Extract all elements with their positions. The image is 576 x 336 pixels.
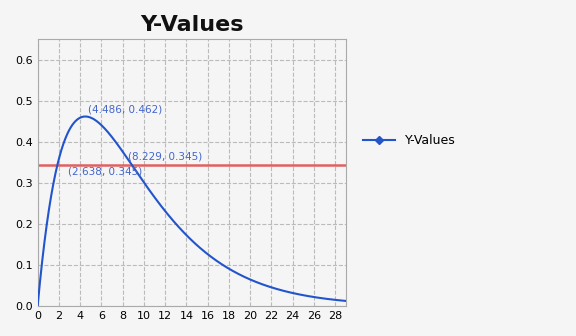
Y-Values xyxy=(343,299,350,303)
Y-Values xyxy=(336,298,343,302)
Y-Values xyxy=(88,116,94,120)
Text: (8.229, 0.345): (8.229, 0.345) xyxy=(128,152,203,162)
Title: Y-Values: Y-Values xyxy=(140,15,244,35)
Text: (2.638, 0.345): (2.638, 0.345) xyxy=(68,167,142,177)
Y-Values xyxy=(166,214,173,218)
Y-Values xyxy=(82,115,89,119)
Y-Values xyxy=(153,197,160,201)
Line: Y-Values: Y-Values xyxy=(37,117,346,306)
Y-Values xyxy=(304,294,310,298)
Legend: Y-Values: Y-Values xyxy=(358,129,460,152)
Y-Values xyxy=(34,304,41,308)
Y-Values xyxy=(69,122,76,126)
Text: (4.486, 0.462): (4.486, 0.462) xyxy=(89,104,163,114)
